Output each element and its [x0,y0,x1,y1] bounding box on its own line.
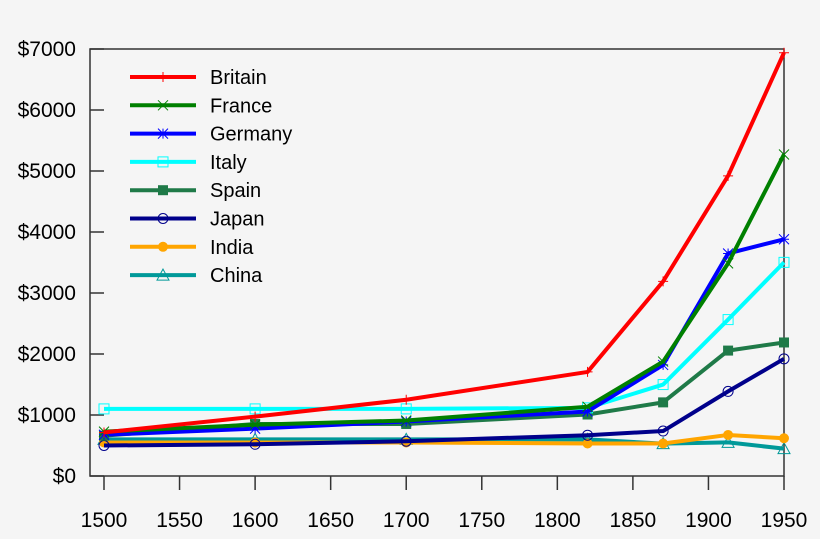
legend-label: China [210,265,263,287]
circle-marker [658,438,669,449]
series-japan [98,353,790,451]
x-tick-label: 1500 [81,509,128,532]
square-marker [657,379,669,391]
square-marker [158,185,168,196]
plot-frame [89,48,785,477]
star-marker [582,406,593,417]
square-marker [98,403,110,415]
cross-marker [582,401,593,413]
plus-marker [250,411,261,422]
series-line [103,357,786,448]
x-tick-label: 1850 [610,509,657,532]
circle-marker [400,435,412,447]
circle-marker [158,241,168,252]
cross-marker [157,99,169,111]
circle-marker [582,429,594,441]
plus-marker [723,170,734,181]
y-tick-label: $4000 [18,221,76,244]
y-tick-label: $0 [53,465,76,488]
circle-marker [657,425,669,437]
x-tick-label: 1600 [232,509,279,532]
legend-label: France [210,95,272,117]
series-italy [98,256,790,415]
y-tick-label: $7000 [18,38,76,61]
legend-label: India [210,237,254,259]
x-tick-label: 1800 [534,509,581,532]
cross-marker [249,419,261,431]
y-tick-label: $2000 [18,343,76,366]
x-tick-label: 1700 [383,509,430,532]
triangle-marker [156,268,170,281]
legend-item-italy: Italy [130,152,247,174]
legend-item-spain: Spain [130,180,261,202]
legend-label: Japan [210,209,265,231]
legend-item-india: India [130,237,254,259]
legend-label: Italy [210,152,247,174]
square-marker [779,337,789,348]
star-marker [778,233,790,245]
legend-item-china: China [130,265,263,287]
cross-marker [722,258,734,269]
x-tick-label: 1950 [761,509,808,532]
cross-marker [778,149,790,160]
circle-marker [722,385,734,397]
circle-marker [779,433,789,444]
x-tick-label: 1750 [458,509,505,532]
plus-marker [99,427,109,438]
circle-marker [723,429,734,440]
plus-marker [158,72,168,82]
x-tick-label: 1900 [685,509,732,532]
legend: Britain France Germany Italy Spain Japan India… [130,67,292,287]
legend-item-france: France [130,95,272,117]
series-line [103,237,785,437]
cross-marker [400,415,412,426]
x-tick-label: 1550 [156,509,203,532]
circle-marker [249,438,261,450]
star-marker [657,359,669,371]
circle-marker [582,438,593,449]
legend-label: Spain [210,180,261,202]
legend-label: Germany [210,124,292,146]
triangle-marker [721,435,735,448]
y-tick-label: $6000 [18,99,76,122]
legend-item-britain: Britain [130,67,267,89]
plus-marker [582,366,593,377]
plus-marker [779,47,789,58]
square-marker [778,256,790,268]
circle-marker [778,353,790,365]
star-marker [249,423,261,434]
square-marker [723,345,734,356]
star-marker [157,128,169,139]
series-britain [99,47,789,438]
y-tick-label: $5000 [18,160,76,183]
x-tick-label: 1650 [307,509,354,532]
legend-label: Britain [210,67,267,89]
square-marker [658,397,669,408]
square-marker [157,156,169,168]
triangle-marker [777,441,791,455]
star-marker [722,248,734,259]
series-line [103,153,786,434]
y-tick-label: $3000 [18,282,76,305]
series-line [103,51,786,435]
circle-marker [157,213,169,224]
legend-item-japan: Japan [130,209,265,231]
legend-item-germany: Germany [130,124,292,146]
square-marker [722,314,734,326]
cross-marker [657,356,669,367]
plus-marker [401,394,412,405]
y-tick-label: $1000 [18,404,76,427]
plus-marker [658,276,669,287]
